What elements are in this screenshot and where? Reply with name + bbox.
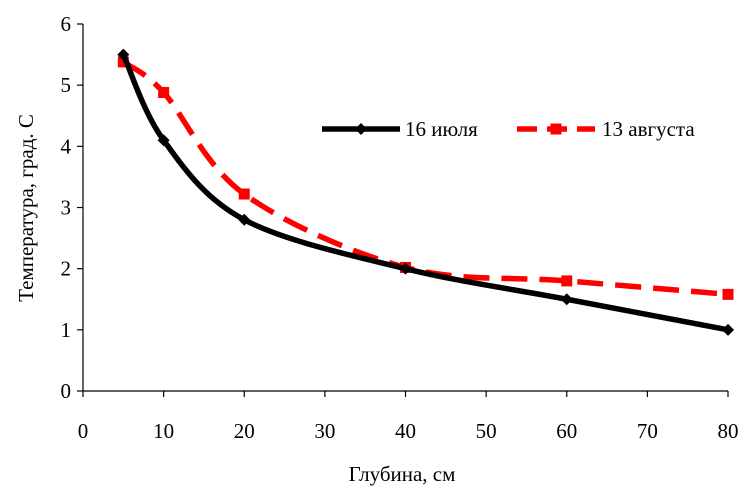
legend-label: 13 августа [602, 117, 695, 141]
y-axis-label: Температура, град. С [14, 114, 38, 302]
y-tick-label: 5 [61, 73, 72, 97]
x-tick-label: 50 [476, 419, 497, 443]
y-tick-label: 4 [61, 134, 72, 158]
data-point [238, 188, 250, 200]
series-solid [117, 48, 734, 336]
data-point [722, 288, 734, 300]
series-line [121, 59, 729, 298]
x-tick-label: 30 [314, 419, 335, 443]
x-axis-label: Глубина, см [349, 462, 456, 486]
data-point [399, 262, 412, 275]
x-tick-label: 10 [153, 419, 174, 443]
data-point [560, 293, 573, 306]
y-tick-label: 1 [61, 318, 72, 342]
x-tick-label: 0 [78, 419, 89, 443]
data-point [117, 56, 129, 68]
y-tick-label: 2 [61, 257, 72, 281]
legend-marker [550, 123, 562, 135]
y-tick-label: 6 [61, 12, 72, 36]
y-tick-label: 0 [61, 379, 72, 403]
data-point [158, 87, 170, 99]
data-point [157, 134, 170, 147]
data-point [238, 213, 251, 226]
series-dashed [117, 56, 734, 300]
x-tick-label: 40 [395, 419, 416, 443]
legend-marker [355, 123, 367, 135]
legend-label: 16 июля [405, 117, 478, 141]
data-point [561, 275, 573, 287]
x-tick-label: 80 [718, 419, 739, 443]
x-tick-label: 70 [637, 419, 658, 443]
data-point [117, 48, 130, 61]
x-tick-label: 20 [234, 419, 255, 443]
y-tick-label: 3 [61, 196, 72, 220]
data-point [722, 323, 734, 336]
series-layer [117, 48, 734, 336]
legend: 16 июля 13 августа [322, 117, 695, 141]
x-tick-label: 60 [556, 419, 577, 443]
